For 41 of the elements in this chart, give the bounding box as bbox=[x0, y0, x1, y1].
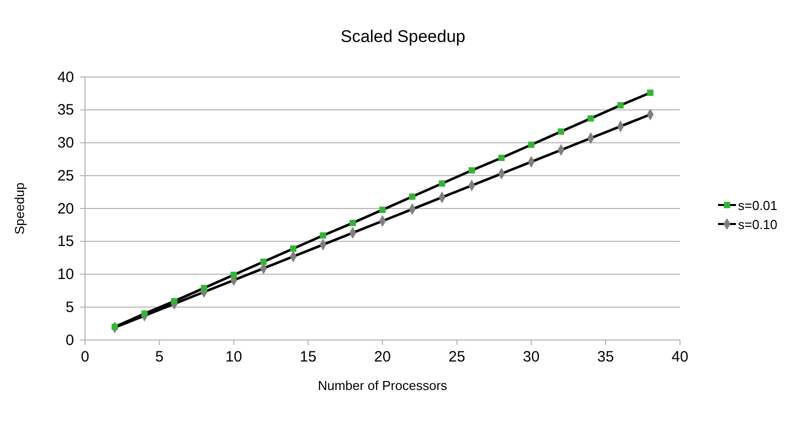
x-tick-label: 30 bbox=[522, 348, 540, 366]
point bbox=[260, 258, 267, 265]
point bbox=[320, 232, 326, 239]
point bbox=[290, 245, 296, 252]
x-axis-title: Number of Processors bbox=[318, 378, 448, 393]
y-tick-label: 15 bbox=[57, 233, 74, 250]
y-tick-label: 25 bbox=[57, 167, 74, 184]
x-tick-label: 40 bbox=[672, 348, 688, 366]
x-tick-label: 5 bbox=[155, 348, 164, 366]
x-tick-label: 35 bbox=[597, 348, 614, 366]
y-tick-label: 0 bbox=[66, 332, 74, 349]
x-tick-label: 20 bbox=[374, 348, 391, 366]
y-tick-label: 35 bbox=[57, 102, 74, 119]
point bbox=[558, 128, 564, 135]
point bbox=[379, 206, 386, 213]
point bbox=[617, 102, 624, 108]
point bbox=[647, 90, 654, 96]
point bbox=[438, 180, 446, 187]
x-tick-label: 10 bbox=[225, 348, 242, 366]
point bbox=[350, 220, 356, 226]
x-tick-label: 25 bbox=[448, 348, 466, 366]
y-tick-label: 40 bbox=[57, 68, 74, 86]
point bbox=[141, 310, 148, 317]
y-tick-label: 30 bbox=[57, 134, 74, 152]
point bbox=[409, 194, 416, 200]
x-tick-label: 15 bbox=[300, 348, 316, 366]
legend-label: s=0.10 bbox=[738, 217, 778, 232]
point bbox=[588, 115, 594, 122]
y-axis-title: Speedup bbox=[12, 182, 27, 235]
point bbox=[528, 142, 534, 148]
point bbox=[171, 298, 178, 304]
y-tick-label: 5 bbox=[66, 298, 74, 316]
y-tick-label: 10 bbox=[57, 266, 74, 284]
chart-title: Scaled Speedup bbox=[340, 27, 466, 46]
y-tick-label: 20 bbox=[57, 200, 74, 218]
point bbox=[498, 154, 505, 162]
x-tick-label: 0 bbox=[80, 348, 90, 366]
legend-label: s=0.01 bbox=[738, 198, 778, 213]
point bbox=[468, 167, 475, 174]
point bbox=[200, 284, 208, 292]
point bbox=[230, 272, 237, 278]
